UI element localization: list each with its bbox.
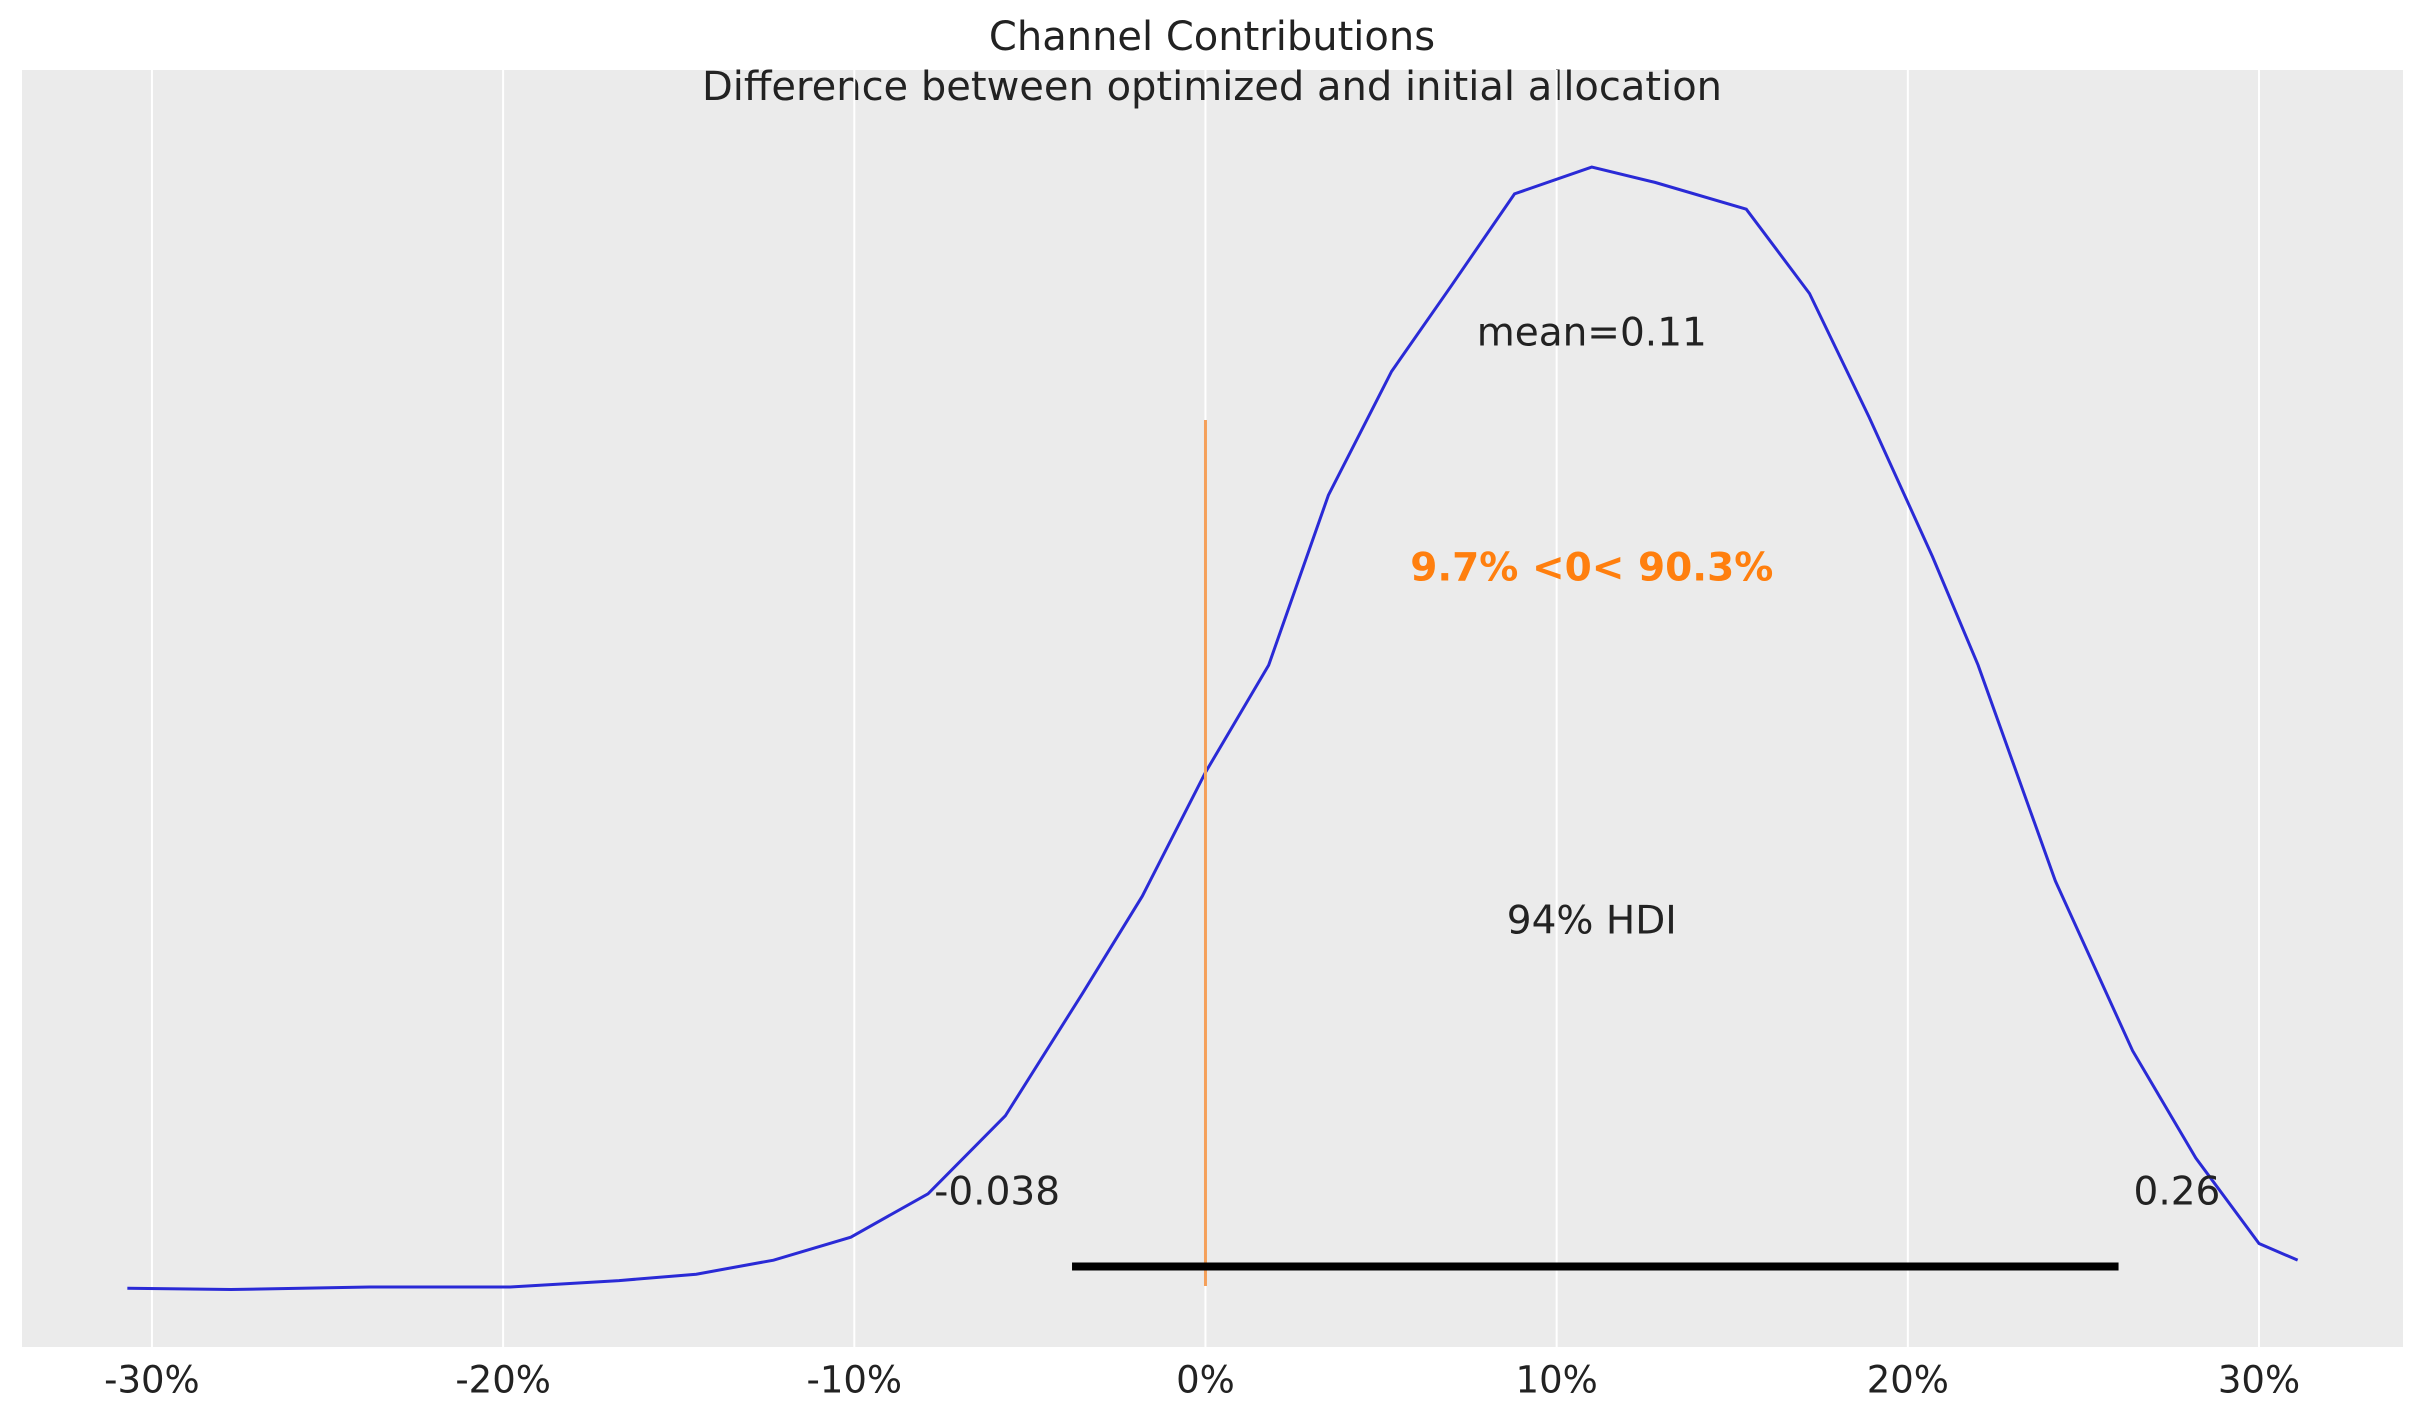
x-tick-label: 20% (1867, 1359, 1949, 1402)
hdi-high-label: 0.26 (2134, 1170, 2221, 1215)
plot-area (22, 70, 2403, 1347)
x-tick-label: 0% (1176, 1359, 1235, 1402)
x-tick-label: 10% (1516, 1359, 1598, 1402)
density-line (127, 165, 2299, 1292)
ref-label: 9.7% <0< 90.3% (1410, 546, 1773, 591)
mean-label: mean=0.11 (1477, 311, 1707, 356)
hdi-low-label: -0.038 (934, 1170, 1060, 1215)
x-tick-label: -30% (104, 1359, 200, 1402)
hdi-label: 94% HDI (1507, 899, 1677, 944)
chart-title: Channel Contributions (989, 14, 1435, 60)
chart-subtitle: Difference between optimized and initial… (702, 64, 1722, 110)
x-tick-label: 30% (2218, 1359, 2300, 1402)
x-tick-label: -10% (806, 1359, 902, 1402)
x-tick-label: -20% (455, 1359, 551, 1402)
